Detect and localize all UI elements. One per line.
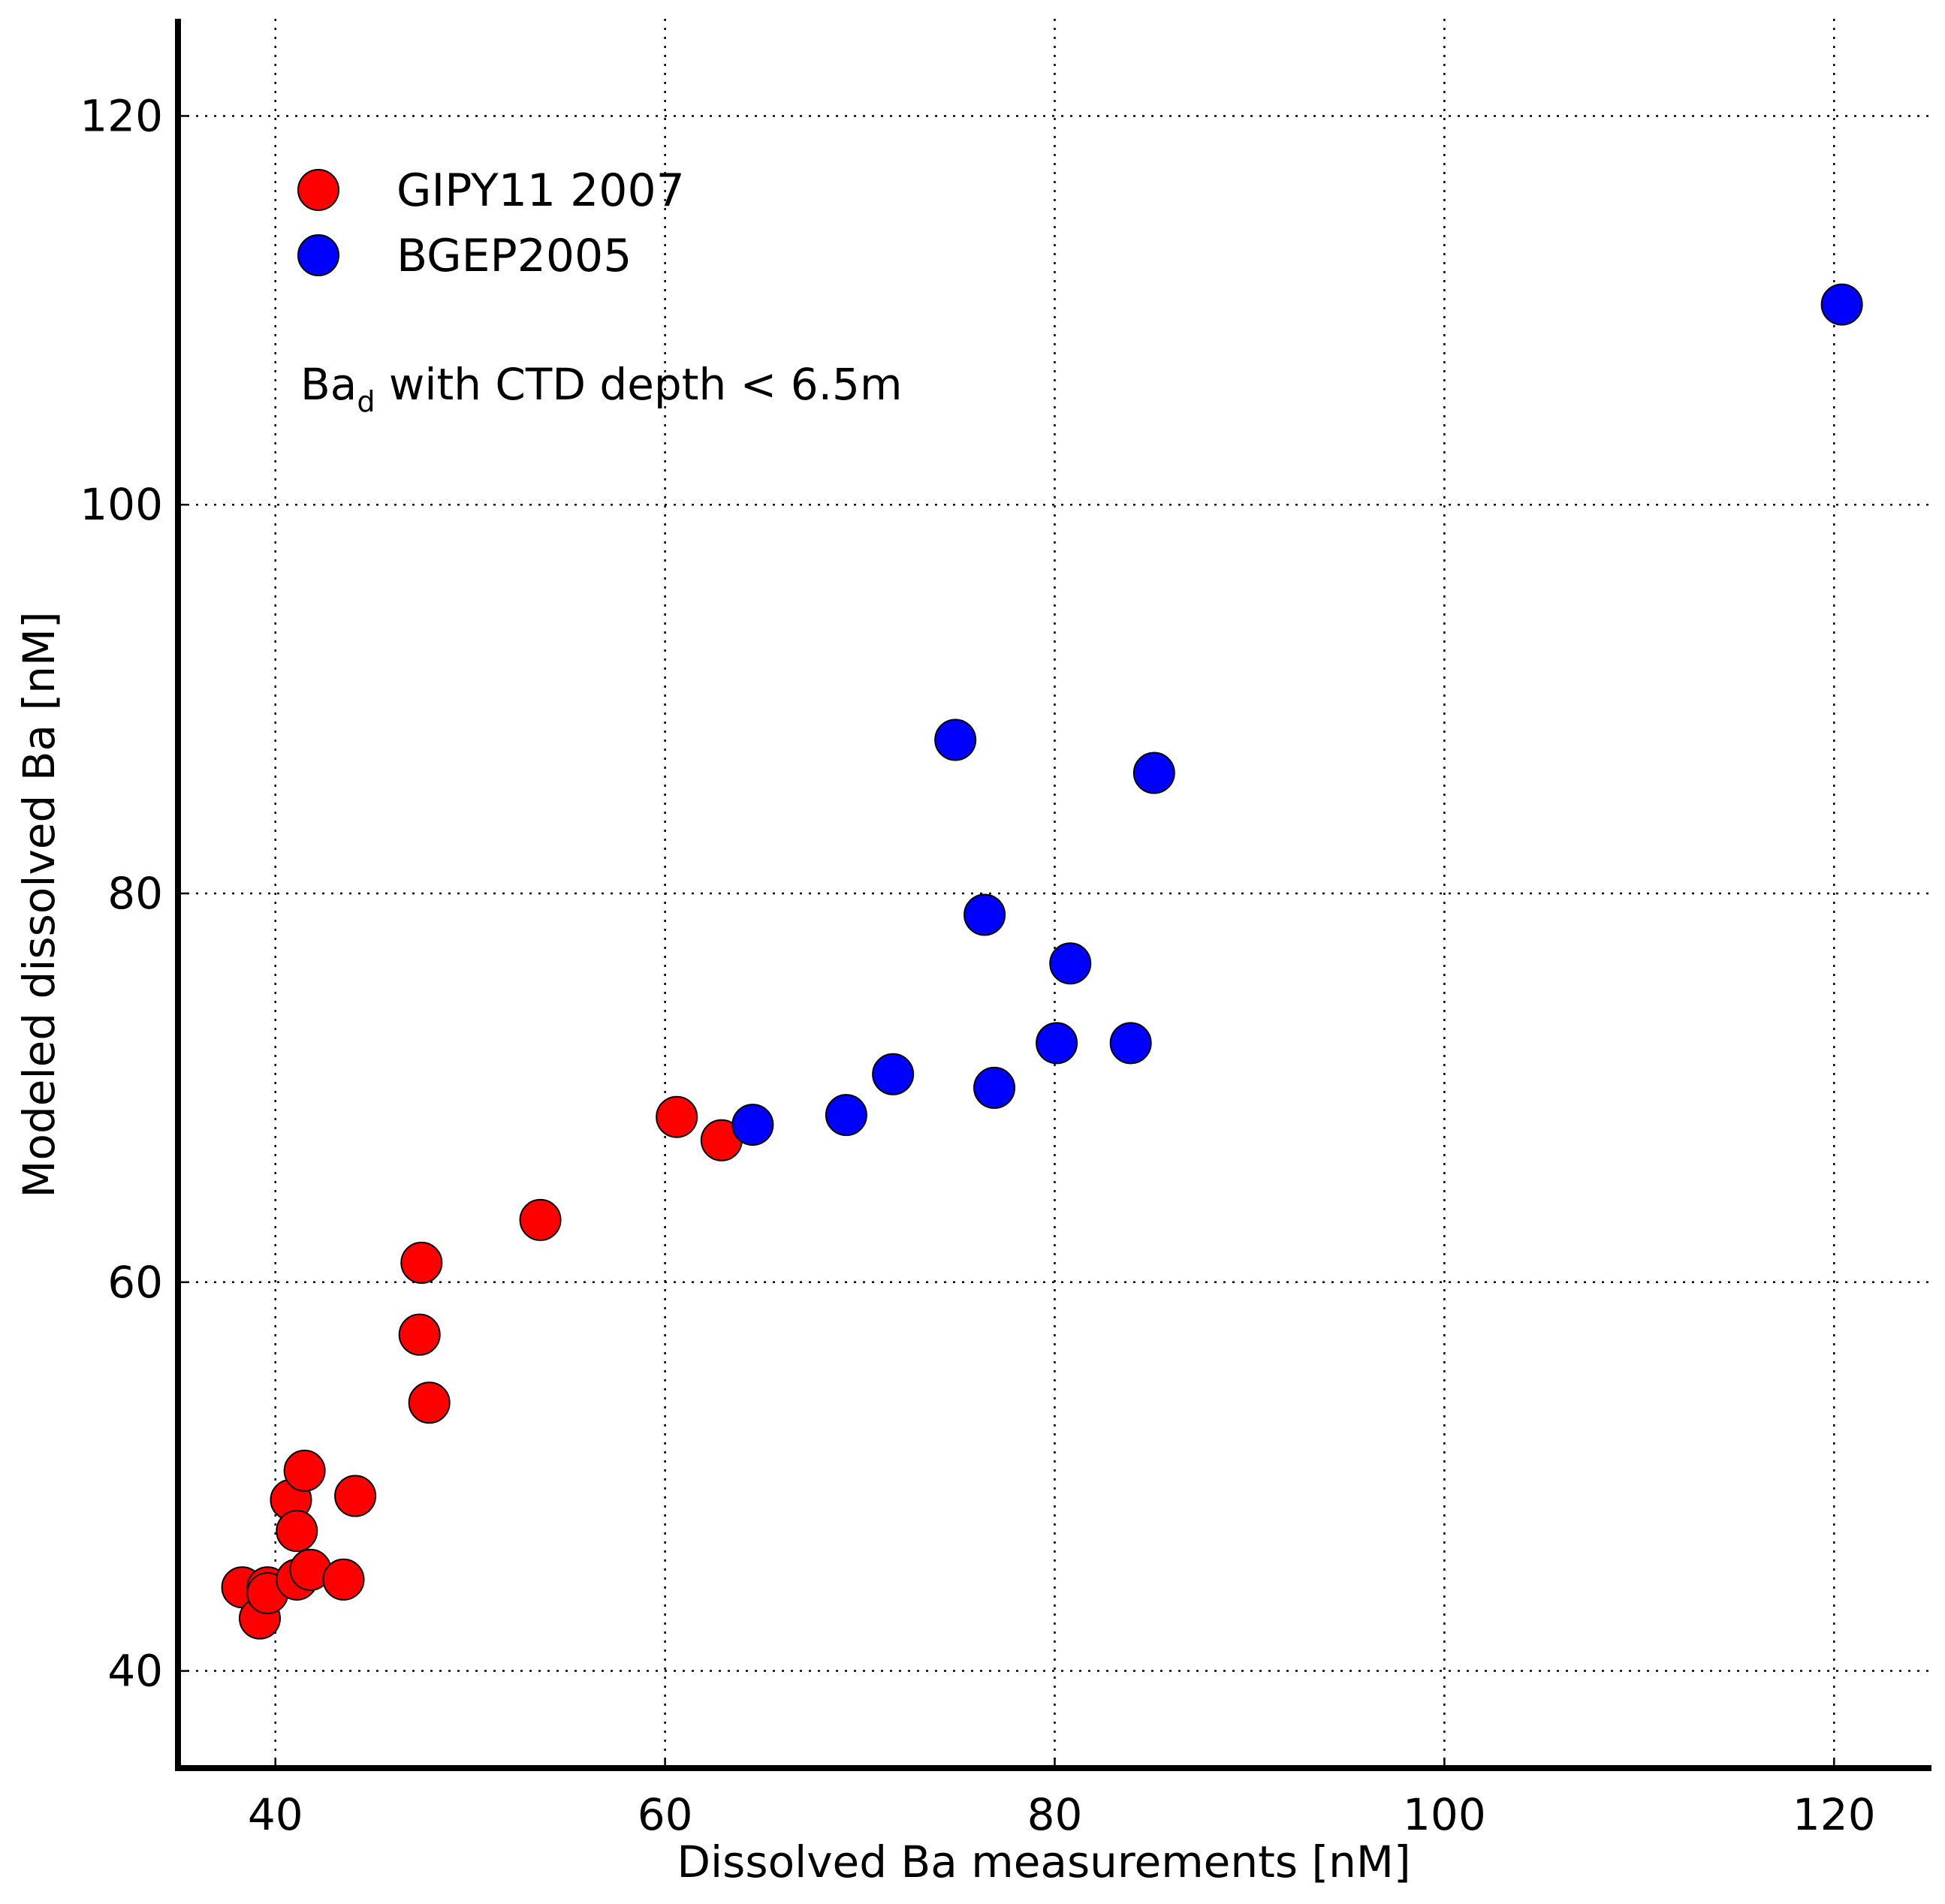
annotation-subscript: d <box>357 385 375 418</box>
data-point <box>1109 1022 1152 1065</box>
data-point <box>934 719 977 761</box>
y-tick-label: 40 <box>107 1646 163 1697</box>
series-1 <box>731 283 1863 1146</box>
data-point <box>1820 283 1863 326</box>
data-point <box>400 1241 443 1284</box>
data-points <box>221 283 1863 1640</box>
legend: GIPY11 2007 BGEP2005 <box>297 164 685 282</box>
y-tick-label: 60 <box>107 1257 163 1308</box>
x-tick-label: 80 <box>1027 1789 1083 1840</box>
data-point <box>656 1095 698 1138</box>
data-point <box>1132 752 1175 794</box>
annotation-text: Bad with CTD depth < 6.5m <box>300 359 902 418</box>
data-point <box>519 1198 562 1241</box>
legend-marker <box>297 234 339 276</box>
legend-label: GIPY11 2007 <box>397 164 685 217</box>
grid <box>178 19 1931 1768</box>
y-tick-label: 80 <box>107 868 163 919</box>
data-point <box>283 1449 326 1492</box>
axes: 40 60 80 100 120 40 60 80 100 120 <box>80 19 1931 1840</box>
data-point <box>408 1381 451 1424</box>
y-axis-label: Modeled dissolved Ba [nM] <box>14 611 65 1198</box>
data-point <box>825 1094 867 1137</box>
data-point <box>276 1510 318 1553</box>
x-tick-label: 100 <box>1403 1789 1486 1840</box>
annotation-rest: with CTD depth < 6.5m <box>375 359 902 410</box>
x-tick-label: 120 <box>1793 1789 1876 1840</box>
y-tick-label: 100 <box>80 479 163 530</box>
legend-marker <box>297 169 339 211</box>
data-point <box>973 1066 1016 1109</box>
data-point <box>334 1475 377 1517</box>
data-point <box>1049 942 1092 985</box>
data-point <box>872 1053 915 1095</box>
annotation-base: Ba <box>300 359 357 410</box>
data-point <box>731 1104 774 1146</box>
series-0 <box>221 1095 743 1640</box>
x-tick-label: 40 <box>248 1789 303 1840</box>
x-tick-label: 60 <box>638 1789 693 1840</box>
data-point <box>398 1313 441 1356</box>
y-tick-label: 120 <box>80 90 163 141</box>
data-point <box>1036 1022 1078 1065</box>
data-point <box>963 893 1006 936</box>
x-axis-label: Dissolved Ba measurements [nM] <box>677 1836 1410 1887</box>
data-point <box>322 1558 365 1601</box>
legend-label: BGEP2005 <box>397 230 632 282</box>
